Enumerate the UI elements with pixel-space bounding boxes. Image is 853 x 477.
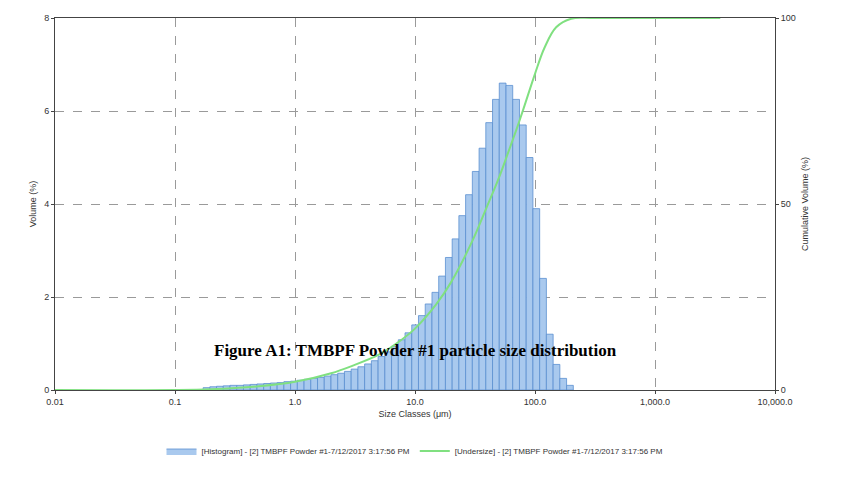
svg-text:2: 2 xyxy=(44,292,49,302)
svg-text:0: 0 xyxy=(781,385,786,395)
svg-text:0.01: 0.01 xyxy=(46,397,64,407)
svg-text:0.1: 0.1 xyxy=(169,397,182,407)
svg-text:1,000.0: 1,000.0 xyxy=(640,397,670,407)
svg-text:10.0: 10.0 xyxy=(406,397,424,407)
svg-text:0: 0 xyxy=(44,385,49,395)
svg-text:Volume (%): Volume (%) xyxy=(28,181,38,228)
svg-text:1.0: 1.0 xyxy=(289,397,302,407)
svg-text:8: 8 xyxy=(44,13,49,23)
svg-text:10,000.0: 10,000.0 xyxy=(757,397,792,407)
svg-text:[Undersize] - [2] TMBPF Powder: [Undersize] - [2] TMBPF Powder #1-7/12/2… xyxy=(455,447,663,456)
svg-text:6: 6 xyxy=(44,106,49,116)
svg-text:[Histogram] - [2] TMBPF Powder: [Histogram] - [2] TMBPF Powder #1-7/12/2… xyxy=(202,447,410,456)
svg-text:Cumulative Volume (%): Cumulative Volume (%) xyxy=(800,157,810,251)
svg-text:50: 50 xyxy=(781,199,791,209)
svg-text:4: 4 xyxy=(44,199,49,209)
svg-text:100.0: 100.0 xyxy=(524,397,547,407)
svg-text:100: 100 xyxy=(781,13,796,23)
svg-text:Size Classes (μm): Size Classes (μm) xyxy=(378,409,451,419)
svg-text:Figure A1: TMBPF Powder #1 par: Figure A1: TMBPF Powder #1 particle size… xyxy=(214,341,617,360)
